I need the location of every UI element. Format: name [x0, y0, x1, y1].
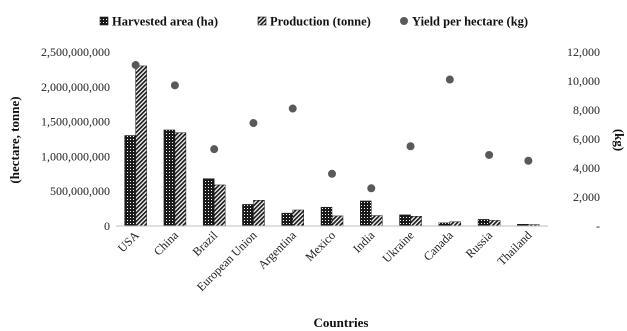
- bar-production: [371, 215, 383, 227]
- legend-label-area: Harvested area (ha): [112, 15, 218, 29]
- yield-point: [524, 156, 533, 165]
- legend-swatch-area: [99, 16, 109, 26]
- y2-tick-label: 12,000: [567, 45, 600, 59]
- x-tick-label: India: [350, 228, 378, 256]
- y2-tick-label: 8,000: [573, 103, 600, 117]
- yield-points: [131, 61, 533, 193]
- bar-production: [292, 209, 304, 227]
- bars: [124, 65, 540, 227]
- x-tick-label: Russia: [463, 228, 496, 261]
- y-tick-label: 1,500,000,000: [41, 115, 110, 129]
- y-tick-label: 0: [104, 219, 110, 233]
- x-tick-label: Canada: [421, 228, 457, 264]
- x-axis-title: Countries: [314, 315, 369, 330]
- y-tick-label: 500,000,000: [50, 184, 110, 198]
- bar-production: [253, 199, 265, 227]
- bar-harvested-area: [477, 219, 490, 227]
- legend-label-production: Production (tonne): [270, 15, 371, 29]
- x-tick-label: Thailand: [494, 228, 534, 268]
- x-tick-label: Mexico: [302, 228, 338, 264]
- bar-harvested-area: [281, 212, 293, 227]
- x-tick-label: China: [151, 228, 182, 259]
- yield-point: [210, 145, 219, 154]
- y2-tick-label: 2,000: [573, 190, 600, 204]
- y-axis-title: (hectare, tonne): [7, 96, 22, 183]
- bar-production: [410, 216, 422, 227]
- y2-tick-label: -: [596, 219, 600, 233]
- y-tick-label: 1,000,000,000: [41, 149, 110, 163]
- yield-point: [445, 75, 454, 84]
- bar-harvested-area: [360, 200, 372, 227]
- bar-production: [213, 184, 226, 227]
- bar-harvested-area: [124, 135, 136, 227]
- bar-harvested-area: [242, 204, 254, 227]
- bar-production: [488, 220, 501, 227]
- bar-harvested-area: [399, 214, 411, 227]
- legend-swatch-production: [257, 16, 267, 26]
- bar-harvested-area: [202, 178, 215, 227]
- yield-point: [288, 104, 297, 113]
- yield-point: [406, 142, 415, 151]
- legend: Harvested area (ha) Production (tonne) Y…: [99, 15, 528, 29]
- yield-point: [328, 169, 336, 178]
- y2-tick-label: 4,000: [573, 161, 600, 175]
- x-tick-label: USA: [115, 228, 142, 255]
- y-tick-label: 2,500,000,000: [41, 45, 110, 59]
- y2-axis-ticks: - 2,000 4,000 6,000 8,000 10,000 12,000: [567, 45, 600, 233]
- bar-production: [135, 65, 147, 227]
- bar-harvested-area: [320, 206, 333, 227]
- x-tick-label: Brazil: [190, 228, 221, 259]
- bar-harvested-area: [163, 129, 176, 227]
- x-tick-label: Ukraine: [379, 228, 416, 265]
- yield-point: [131, 61, 140, 70]
- y2-tick-label: 6,000: [573, 132, 600, 146]
- bar-production: [449, 221, 462, 227]
- yield-point: [485, 150, 494, 159]
- yield-point: [249, 119, 258, 128]
- legend-marker-yield: [400, 17, 408, 25]
- y-tick-label: 2,000,000,000: [41, 80, 110, 94]
- yield-point: [170, 81, 179, 90]
- x-tick-label: Argentina: [255, 228, 299, 272]
- yield-point: [367, 184, 376, 193]
- legend-item-area: Harvested area (ha): [99, 15, 218, 29]
- legend-item-production: Production (tonne): [257, 15, 371, 29]
- legend-item-yield: Yield per hectare (kg): [400, 15, 528, 29]
- y-axis-ticks: 0 500,000,000 1,000,000,000 1,500,000,000 2,…: [41, 45, 110, 233]
- legend-label-yield: Yield per hectare (kg): [412, 15, 528, 29]
- bar-production: [331, 215, 344, 227]
- bar-production: [174, 132, 187, 227]
- y2-tick-label: 10,000: [567, 74, 600, 88]
- y2-axis-title: (kg): [612, 129, 627, 151]
